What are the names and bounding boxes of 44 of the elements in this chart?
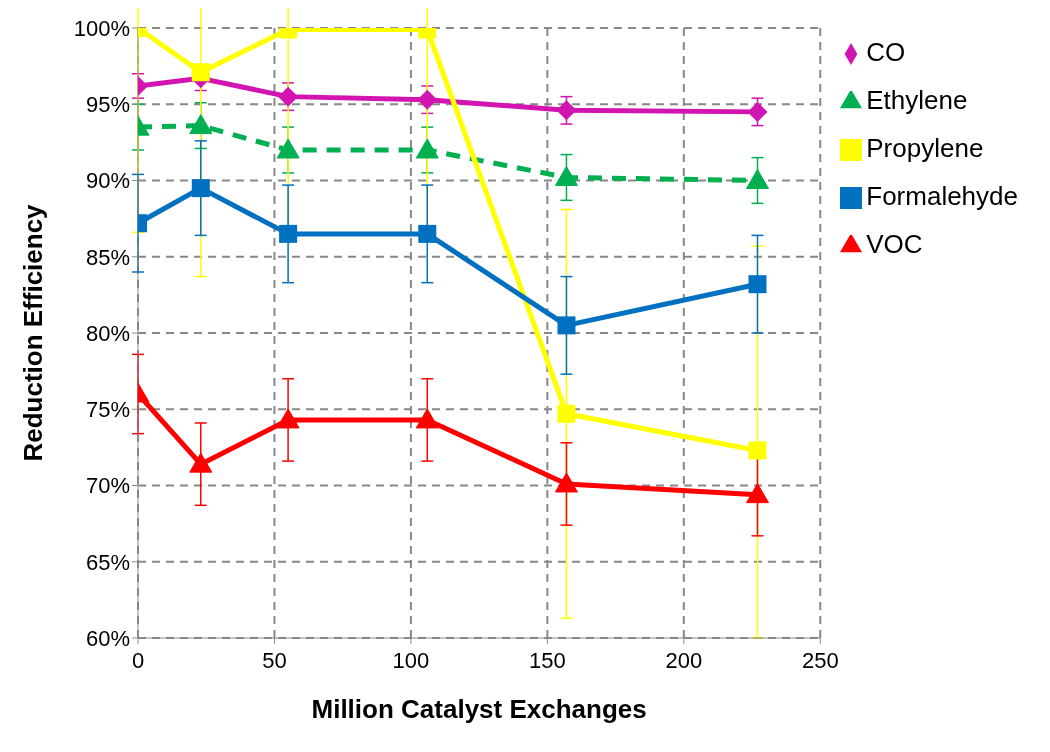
x-axis-title: Million Catalyst Exchanges — [311, 694, 647, 724]
point — [417, 89, 438, 110]
point — [554, 165, 578, 186]
legend-label: Formalehyde — [866, 181, 1018, 211]
point — [748, 441, 767, 460]
point — [278, 86, 299, 107]
point — [415, 138, 439, 159]
point — [276, 408, 300, 429]
point — [191, 63, 210, 82]
x-tick-label: 250 — [801, 647, 839, 673]
point — [556, 100, 577, 121]
point — [418, 224, 437, 243]
point — [748, 275, 767, 294]
legend-label: Propylene — [866, 133, 984, 163]
y-tick-label: 75% — [85, 397, 130, 423]
x-tick-label: 0 — [131, 647, 145, 673]
point — [189, 452, 213, 473]
x-tick-label: 50 — [262, 647, 287, 673]
x-tick-label: 100 — [392, 647, 430, 673]
y-tick-label: 60% — [85, 625, 130, 651]
point — [746, 169, 769, 189]
point — [747, 101, 768, 122]
legend-label: CO — [866, 37, 906, 67]
point — [189, 114, 213, 135]
point — [415, 408, 439, 429]
point — [191, 179, 210, 198]
point — [557, 404, 576, 423]
point — [557, 316, 576, 335]
x-tick-label: 200 — [665, 647, 703, 673]
y-tick-label: 95% — [85, 92, 130, 118]
legend-label: Ethylene — [866, 85, 968, 115]
point — [279, 224, 298, 243]
point — [276, 138, 300, 159]
y-tick-label: 65% — [85, 549, 130, 575]
y-tick-label: 85% — [85, 244, 130, 270]
point — [746, 483, 769, 504]
y-tick-label: 70% — [85, 473, 130, 499]
y-axis-title: Reduction Efficiency — [18, 203, 49, 462]
y-tick-label: 80% — [85, 320, 130, 346]
legend-label: VOC — [866, 229, 923, 259]
x-tick-label: 150 — [529, 647, 566, 673]
y-tick-label: 100% — [73, 15, 130, 41]
y-tick-label: 90% — [85, 168, 130, 194]
point — [554, 472, 578, 493]
